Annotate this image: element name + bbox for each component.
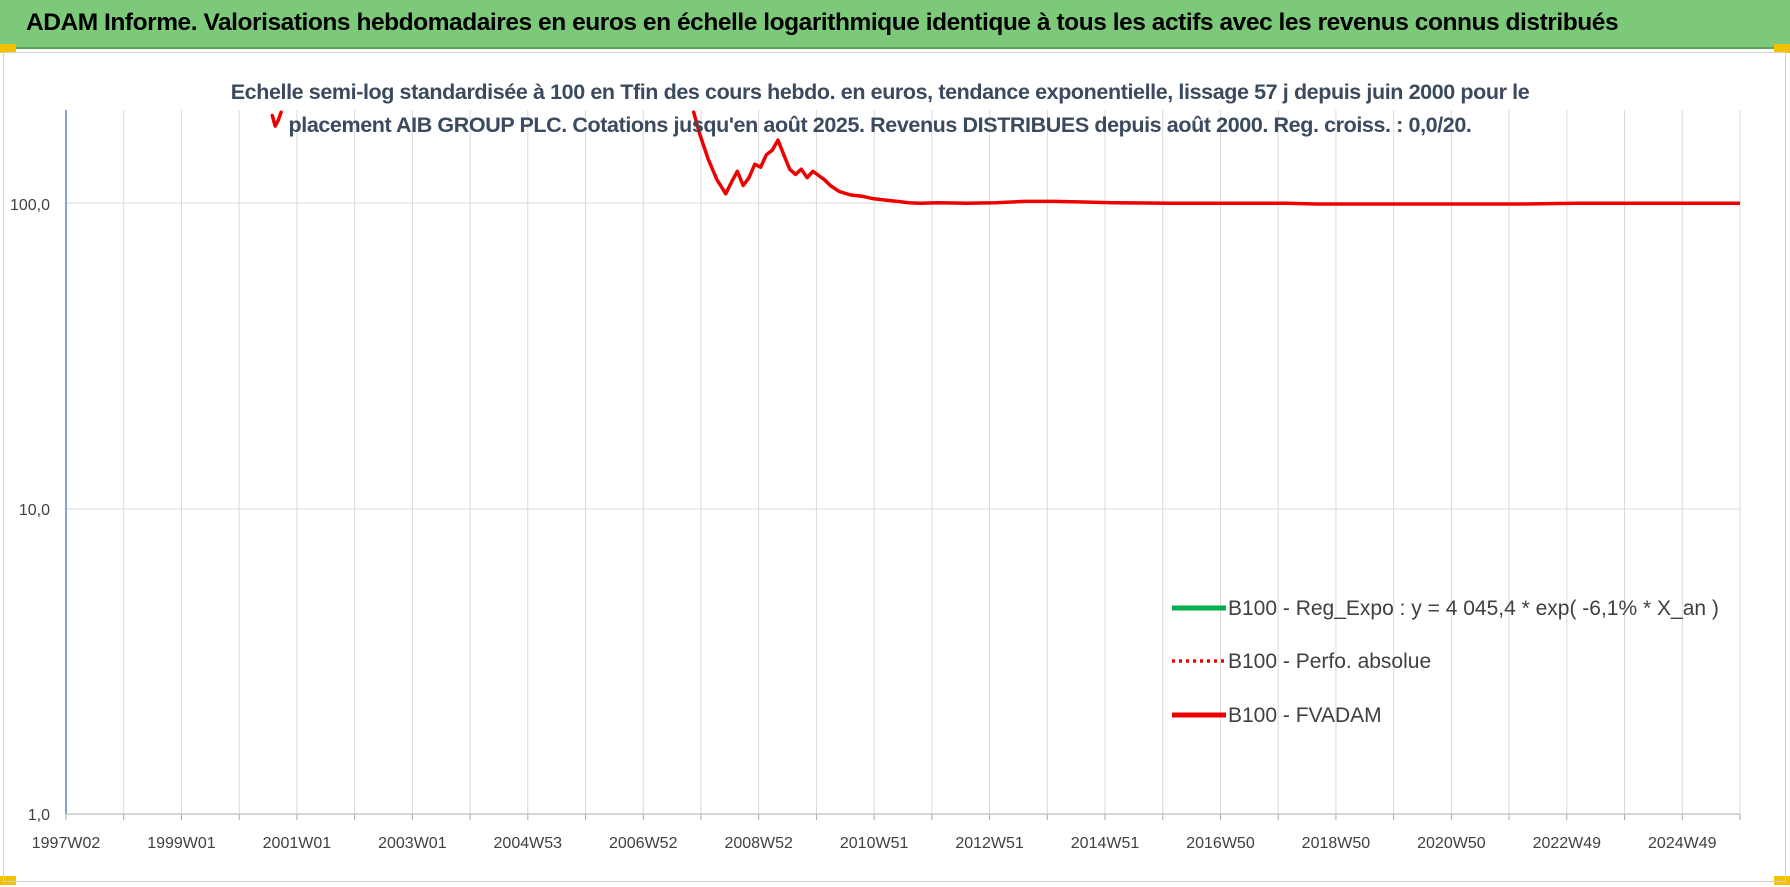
corner-handle (1774, 876, 1790, 885)
chart-subtitle: Echelle semi-log standardisée à 100 en T… (230, 80, 1530, 137)
x-tick-label: 2006W52 (609, 835, 678, 852)
fvadam-line (270, 110, 283, 128)
y-tick-label: 1,0 (28, 807, 50, 824)
x-tick-label: 1997W02 (32, 835, 101, 852)
x-tick-label: 2008W52 (724, 835, 793, 852)
chart-frame (3, 52, 1786, 882)
fvadam-line (691, 110, 1740, 206)
x-tick-label: 2010W51 (840, 835, 909, 852)
y-tick-label: 10,0 (19, 502, 50, 519)
x-tick-label: 2001W01 (263, 835, 332, 852)
corner-handle (0, 44, 16, 53)
x-tick-label: 2014W51 (1071, 835, 1140, 852)
legend-label: B100 - Perfo. absolue (1228, 650, 1431, 673)
report-title: ADAM Informe. Valorisations hebdomadaire… (26, 9, 1619, 36)
x-tick-label: 2018W50 (1302, 835, 1371, 852)
y-tick-label: 100,0 (10, 197, 50, 214)
title-banner: ADAM Informe. Valorisations hebdomadaire… (0, 0, 1790, 49)
x-tick-label: 2016W50 (1186, 835, 1255, 852)
x-tick-label: 1999W01 (147, 835, 216, 852)
legend-label: B100 - Reg_Expo : y = 4 045,4 * exp( -6,… (1228, 597, 1719, 620)
corner-handle (0, 876, 16, 885)
x-tick-label: 2004W53 (494, 835, 563, 852)
corner-handle (1774, 44, 1790, 53)
x-tick-label: 2020W50 (1417, 835, 1486, 852)
series-group (270, 110, 1740, 206)
x-tick-label: 2022W49 (1533, 835, 1602, 852)
x-tick-label: 2012W51 (955, 835, 1024, 852)
x-tick-label: 2024W49 (1648, 835, 1717, 852)
legend-label: B100 - FVADAM (1228, 704, 1382, 727)
x-tick-label: 2003W01 (378, 835, 447, 852)
